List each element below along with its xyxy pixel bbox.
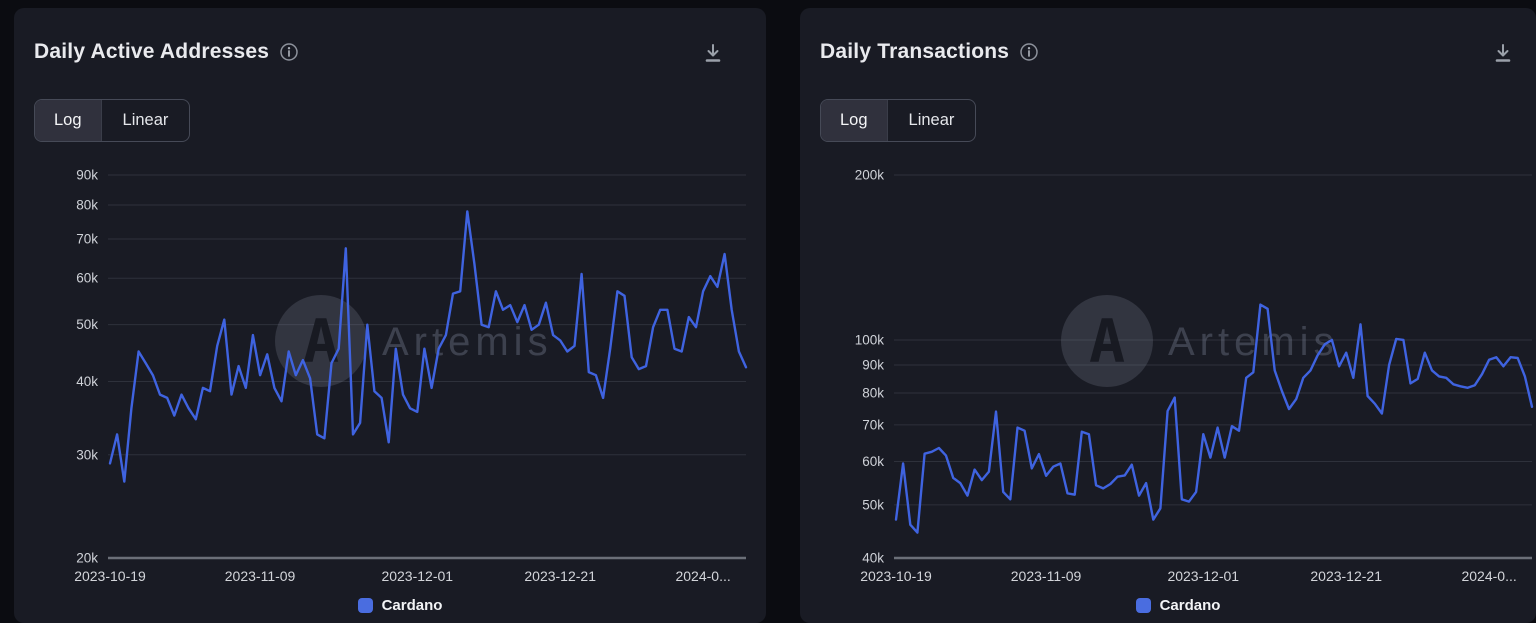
artemis-logo-circle — [1061, 295, 1153, 387]
x-tick-label: 2023-12-21 — [1310, 568, 1382, 584]
legend-item-cardano[interactable]: Cardano — [34, 597, 766, 614]
legend-swatch-cardano — [1135, 598, 1151, 613]
y-tick-label: 200k — [855, 168, 885, 183]
x-tick-label: 2023-11-09 — [1011, 568, 1082, 584]
legend-label: Cardano — [381, 597, 443, 614]
artemis-watermark: A Artemis — [275, 295, 553, 387]
artemis-logo-glyph: A — [1089, 307, 1125, 377]
y-tick-label: 40k — [862, 551, 884, 566]
x-tick-label: 2023-10-19 — [860, 568, 932, 584]
y-tick-label: 30k — [76, 447, 98, 462]
y-tick-label: 50k — [76, 317, 98, 332]
linear-button[interactable]: Linear — [888, 100, 976, 141]
series-cardano-line — [108, 210, 748, 483]
info-icon[interactable] — [279, 42, 299, 62]
download-icon[interactable] — [702, 42, 724, 69]
y-tick-label: 80k — [862, 386, 884, 401]
artemis-watermark: A Artemis — [1061, 295, 1339, 387]
y-tick-label: 100k — [855, 332, 885, 347]
page-title: Daily Transactions — [820, 40, 1010, 63]
x-tick-label: 2024-0... — [1461, 568, 1516, 584]
watermark-text: Artemis — [1168, 320, 1339, 364]
panel-header: Daily Transactions — [820, 38, 1536, 66]
download-icon[interactable] — [1492, 42, 1514, 69]
y-tick-label: 70k — [76, 231, 98, 246]
legend-label: Cardano — [1159, 597, 1221, 614]
log-button[interactable]: Log — [821, 100, 888, 141]
artemis-logo-circle — [275, 295, 367, 387]
linear-button[interactable]: Linear — [102, 100, 190, 141]
y-tick-label: 70k — [862, 417, 884, 432]
info-icon[interactable] — [1019, 42, 1039, 62]
x-tick-label: 2023-11-09 — [225, 568, 296, 584]
x-tick-label: 2023-12-01 — [1167, 568, 1239, 584]
y-tick-label: 90k — [862, 358, 884, 373]
y-tick-label: 40k — [76, 374, 98, 389]
artemis-logo-glyph: A — [303, 307, 339, 377]
y-tick-label: 50k — [862, 497, 884, 512]
scale-toggle: Log Linear — [820, 99, 977, 142]
legend-item-cardano[interactable]: Cardano — [820, 597, 1536, 614]
scale-toggle: Log Linear — [34, 99, 191, 142]
chart-daily-active-addresses[interactable]: 90k 80k 70k 60k 50k 40k 30k 20k A Artemis 2023-10-… — [50, 157, 750, 589]
y-tick-label: 20k — [76, 551, 98, 566]
legend-swatch-cardano — [357, 598, 373, 613]
y-tick-label: 60k — [862, 454, 884, 469]
panel-header: Daily Active Addresses — [34, 38, 766, 66]
panel-daily-active-addresses: Daily Active Addresses Log Linear 90k 80k… — [14, 8, 766, 623]
x-tick-label: 2023-12-21 — [524, 568, 596, 584]
x-tick-label: 2023-12-01 — [381, 568, 453, 584]
log-button[interactable]: Log — [35, 100, 102, 141]
x-tick-label: 2023-10-19 — [74, 568, 146, 584]
y-tick-label: 60k — [76, 271, 98, 286]
watermark-text: Artemis — [382, 320, 553, 364]
x-tick-label: 2024-0... — [675, 568, 730, 584]
page-title: Daily Active Addresses — [34, 40, 270, 63]
series-cardano-line — [894, 303, 1534, 534]
chart-daily-transactions[interactable]: 200k 100k 90k 80k 70k 60k 50k 40k A Artemis 2023-1… — [836, 157, 1536, 589]
y-tick-label: 80k — [76, 197, 98, 212]
panel-daily-transactions: Daily Transactions Log Linear 200k 100k 90… — [800, 8, 1536, 623]
y-tick-label: 90k — [76, 168, 98, 183]
